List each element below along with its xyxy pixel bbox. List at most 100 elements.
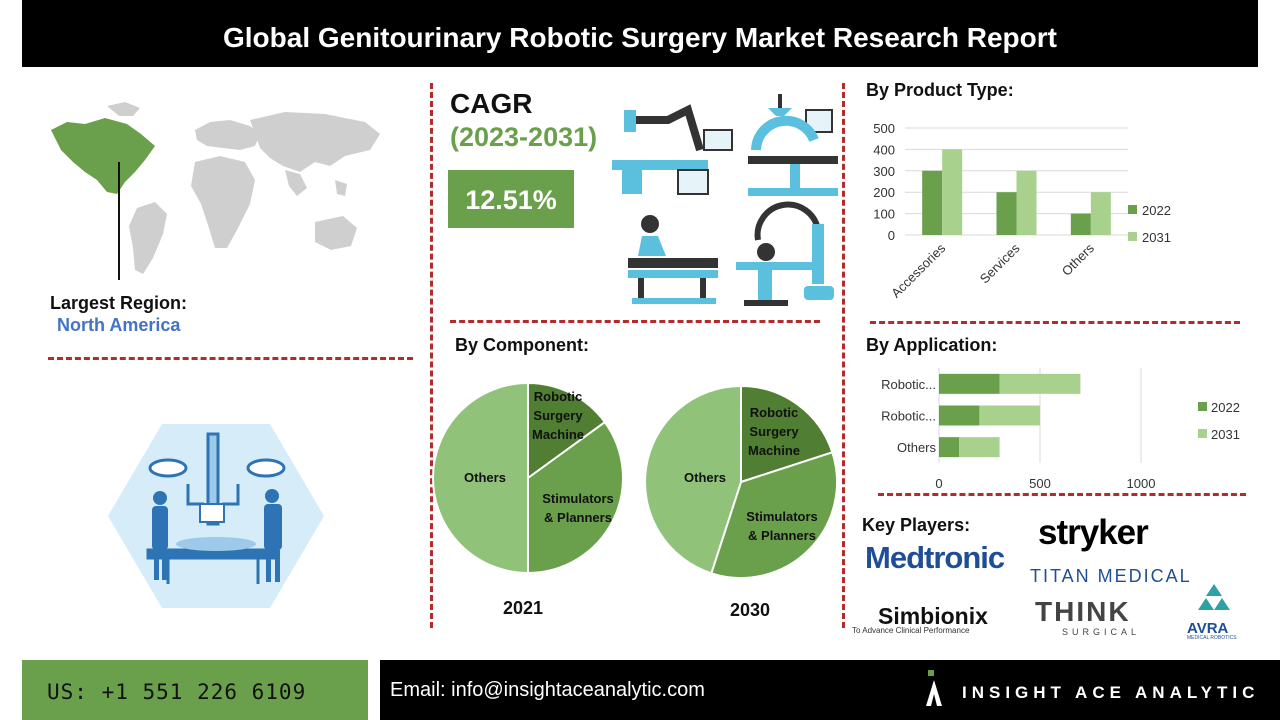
surgical-light-right <box>246 458 286 478</box>
bar-2022 <box>939 405 980 426</box>
robot-icons <box>612 94 838 306</box>
insight-ace-logo-icon <box>926 670 942 706</box>
pie-slice <box>644 384 742 575</box>
footer-phone[interactable]: US: +1 551 226 6109 <box>47 680 307 704</box>
map-asia <box>250 112 380 172</box>
y-tick-label: 200 <box>873 185 895 200</box>
x-tick-label: 0 <box>935 476 942 491</box>
y-tick-label: 100 <box>873 207 895 222</box>
footer-email-bar <box>380 660 1280 720</box>
y-tick-label: Robotic... <box>881 409 936 424</box>
x-tick-label: 1000 <box>1127 476 1156 491</box>
y-tick-label: Others <box>897 440 937 455</box>
bar-2031 <box>999 373 1081 394</box>
largest-region-label: Largest Region: <box>50 293 188 313</box>
world-map <box>51 102 380 280</box>
cagr-value: 12.51% <box>448 170 574 228</box>
bar-2022-accessories <box>922 170 943 235</box>
logo-simbionix-tagline: To Advance Clinical Performance <box>852 626 970 635</box>
legend-swatch-2022 <box>1198 402 1207 411</box>
bar-2022-services <box>996 192 1017 235</box>
logo-think: THINK <box>1035 596 1131 627</box>
legend-swatch-2031 <box>1198 429 1207 438</box>
legend-swatch-2022 <box>1128 205 1137 214</box>
logo-simbionix: Simbionix <box>878 603 988 629</box>
cagr-years: (2023-2031) <box>450 122 598 152</box>
map-se-asia <box>335 180 347 196</box>
bar-2031-accessories <box>942 149 963 235</box>
pie-slice-label: Robotic Surgery Machine <box>532 389 584 442</box>
logo-avra: AVRA <box>1187 620 1229 637</box>
map-india <box>285 170 307 196</box>
robot-icon-4 <box>736 201 834 306</box>
legend-label-2022: 2022 <box>1142 203 1171 218</box>
pie-slice-label: Stimulators & Planners <box>542 491 614 525</box>
key-players-heading: Key Players: <box>862 515 971 535</box>
bar-2031 <box>979 405 1040 426</box>
product-type-heading: By Product Type: <box>866 80 1014 100</box>
logo-titan-medical: TITAN MEDICAL <box>1030 566 1192 586</box>
divider-middle <box>450 320 820 323</box>
footer-phone-bar <box>22 660 368 720</box>
divider-vertical-right <box>842 83 845 628</box>
footer-brand: INSIGHT ACE ANALYTIC <box>962 683 1260 702</box>
cagr-label: CAGR <box>450 88 533 119</box>
y-tick-label: 500 <box>873 121 895 136</box>
footer-email[interactable]: Email: info@insightaceanalytic.com <box>390 679 705 701</box>
robot-icon-3 <box>628 215 718 304</box>
component-heading: By Component: <box>455 335 589 355</box>
divider-vertical-left <box>430 83 433 628</box>
operating-table <box>146 548 280 560</box>
legend-swatch-2031 <box>1128 232 1137 241</box>
surgeon-right-head <box>265 489 279 503</box>
component-pie-charts: Robotic Surgery Machine Stimulators & Planne… <box>432 381 838 620</box>
title-bar <box>22 0 1258 67</box>
pie-slice-label: Others <box>684 470 726 485</box>
y-tick-label: 400 <box>873 142 895 157</box>
map-europe <box>195 120 260 150</box>
application-heading: By Application: <box>866 335 998 355</box>
map-africa <box>191 156 255 248</box>
x-tick-label: 500 <box>1029 476 1051 491</box>
product-type-chart: 500 400 300 200 100 0 Accessories Services Othe… <box>873 121 1171 301</box>
pie-slice <box>432 381 529 575</box>
legend-label-2031: 2031 <box>1142 230 1171 245</box>
y-tick-label: 300 <box>873 164 895 179</box>
avra-logo-icon <box>1198 584 1230 610</box>
divider-right-mid <box>878 493 1246 496</box>
pie-year-label: 2030 <box>730 600 770 620</box>
legend-label-2031: 2031 <box>1211 427 1240 442</box>
bar-2022 <box>939 437 960 458</box>
surgeon-left-head <box>153 491 167 505</box>
robot-icon-2 <box>748 94 838 196</box>
pie-year-label: 2021 <box>503 598 543 618</box>
robotic-surgery-illustration <box>108 424 324 608</box>
pie-slice-label: Others <box>464 470 506 485</box>
bar-2031-others <box>1090 192 1111 235</box>
map-greenland <box>107 102 140 116</box>
logo-avra-tagline: MEDICAL ROBOTICS <box>1187 635 1237 641</box>
map-australia <box>315 216 357 250</box>
bar-2031-services <box>1016 170 1037 235</box>
divider-left <box>48 357 413 360</box>
bar-2022 <box>939 373 1000 394</box>
application-chart: Robotic... Robotic... Others 0 500 1000 2022… <box>881 368 1240 491</box>
largest-region-value: North America <box>57 315 181 335</box>
pie-slice <box>527 420 624 575</box>
bar-2022-others <box>1070 213 1091 235</box>
y-tick-label: Robotic... <box>881 377 936 392</box>
robot-arm-center <box>206 432 220 526</box>
pie-slice-label: Robotic Surgery Machine <box>748 405 800 458</box>
logo-stryker: stryker <box>1038 513 1149 552</box>
map-south-america <box>129 202 167 274</box>
logo-think-surgical: SURGICAL <box>1062 627 1141 637</box>
x-tick-label: Accessories <box>888 240 949 301</box>
legend-label-2022: 2022 <box>1211 400 1240 415</box>
map-north-america <box>51 118 155 194</box>
bar-2031 <box>959 437 1000 458</box>
x-tick-label: Others <box>1059 240 1098 279</box>
logo-medtronic: Medtronic <box>865 540 1005 575</box>
pie-slice <box>740 384 834 484</box>
page-title: Global Genitourinary Robotic Surgery Mar… <box>223 22 1057 53</box>
pie-slice-label: Stimulators & Planners <box>746 509 818 543</box>
